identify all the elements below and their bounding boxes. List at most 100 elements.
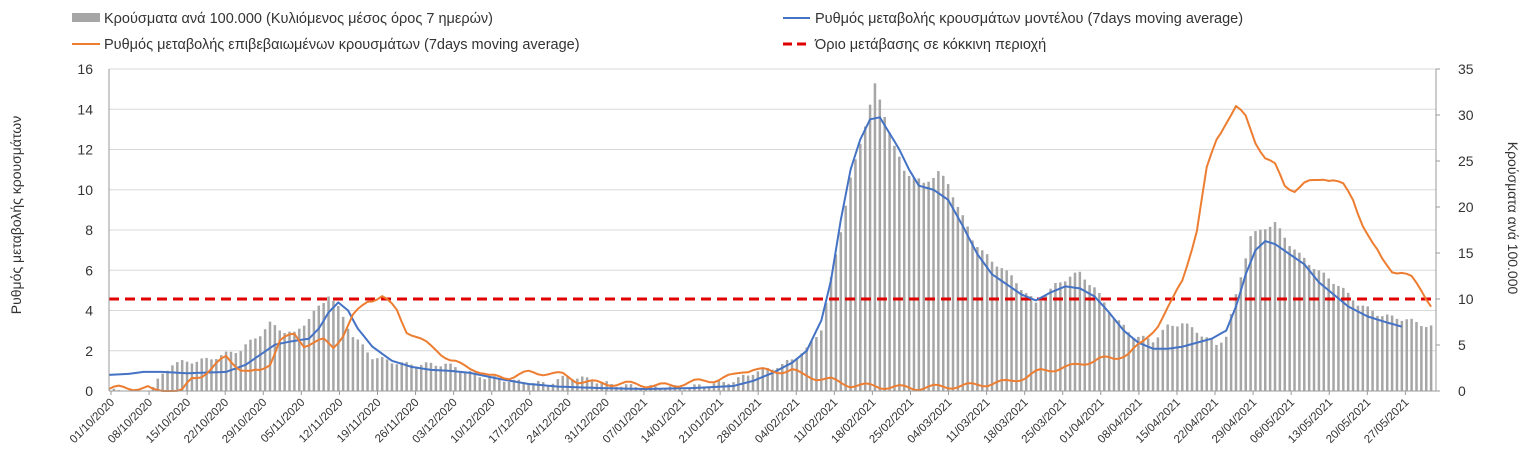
bar — [834, 254, 838, 391]
bar — [488, 377, 491, 391]
bar — [390, 363, 394, 391]
bar — [478, 377, 482, 391]
bar — [424, 362, 428, 391]
bar — [254, 338, 257, 391]
bar — [468, 370, 472, 391]
bar — [1337, 285, 1340, 391]
bar — [1429, 325, 1433, 391]
bar — [180, 360, 184, 391]
bar — [820, 330, 823, 391]
bar — [766, 368, 769, 391]
bar — [888, 132, 891, 391]
bar — [1098, 293, 1101, 391]
bar — [527, 384, 530, 391]
bar — [449, 363, 452, 391]
bar — [883, 117, 886, 392]
bar — [790, 359, 794, 391]
bar — [1239, 277, 1243, 391]
bar — [966, 226, 969, 391]
bar — [537, 380, 540, 391]
bar — [371, 359, 374, 391]
bar — [195, 361, 199, 391]
bar — [454, 367, 457, 391]
bar — [551, 383, 555, 391]
bar — [507, 382, 511, 391]
bar — [1132, 338, 1135, 391]
y-left-tick-label: 4 — [85, 303, 93, 319]
bar — [576, 378, 579, 391]
bar — [351, 337, 355, 391]
bar — [985, 254, 989, 391]
bar — [1093, 287, 1096, 391]
bar — [341, 316, 345, 391]
bar — [546, 385, 550, 391]
bar — [1303, 257, 1306, 391]
bar — [756, 371, 760, 391]
bar — [1059, 282, 1062, 391]
bar — [751, 374, 755, 391]
bar — [1073, 272, 1077, 391]
bar — [346, 328, 350, 391]
bar — [976, 247, 979, 391]
bar — [1117, 320, 1121, 391]
bar — [332, 300, 335, 391]
bar — [1146, 338, 1150, 391]
bar — [1317, 270, 1321, 391]
bar — [410, 364, 413, 391]
bar — [1249, 236, 1252, 391]
bar — [1342, 287, 1345, 391]
bar — [356, 339, 360, 391]
bar — [1390, 315, 1394, 391]
bar — [317, 305, 321, 391]
bar — [868, 104, 872, 392]
bar — [600, 382, 603, 391]
bar — [1020, 290, 1023, 391]
bar — [1346, 292, 1350, 391]
bar — [1263, 229, 1267, 391]
bar — [1259, 229, 1262, 391]
bar — [263, 329, 267, 391]
bar — [1210, 339, 1213, 391]
bar — [522, 382, 525, 391]
bar — [1298, 252, 1301, 391]
bar — [961, 215, 965, 391]
bar — [727, 383, 730, 391]
bar — [380, 357, 384, 391]
bar — [707, 386, 711, 391]
bar — [185, 361, 189, 391]
bar — [1215, 344, 1218, 391]
bar — [659, 389, 662, 391]
line-series — [108, 105, 1432, 392]
legend-label-confirmed: Ρυθμός μεταβολής επιβεβαιωμένων κρουσμάτ… — [104, 37, 580, 53]
bar — [498, 378, 501, 391]
bar — [200, 358, 203, 391]
bar — [1103, 302, 1106, 391]
bar — [971, 240, 974, 391]
bar — [995, 266, 999, 391]
bar — [1181, 323, 1184, 391]
bar — [1220, 342, 1223, 391]
bar — [810, 341, 813, 391]
bar — [176, 362, 179, 391]
bar — [268, 321, 272, 391]
bar — [473, 372, 477, 391]
bar — [1127, 332, 1130, 391]
bar-series-cases — [112, 83, 1433, 392]
bar — [1137, 336, 1140, 391]
bar — [873, 83, 877, 391]
y-left-tick-label: 16 — [77, 61, 93, 77]
bar — [951, 197, 955, 391]
y-right-axis-label: Κρούσματα ανά 100.000 — [1505, 142, 1521, 295]
bar — [629, 384, 633, 391]
bar — [273, 325, 277, 391]
bar — [1224, 336, 1228, 391]
bar — [1068, 276, 1072, 391]
bar — [1327, 278, 1330, 391]
bar — [824, 303, 828, 391]
y-right-tick-label: 30 — [1458, 107, 1474, 123]
bar — [502, 381, 506, 391]
bar — [761, 367, 764, 391]
bar — [1288, 246, 1291, 391]
bar — [907, 175, 911, 391]
